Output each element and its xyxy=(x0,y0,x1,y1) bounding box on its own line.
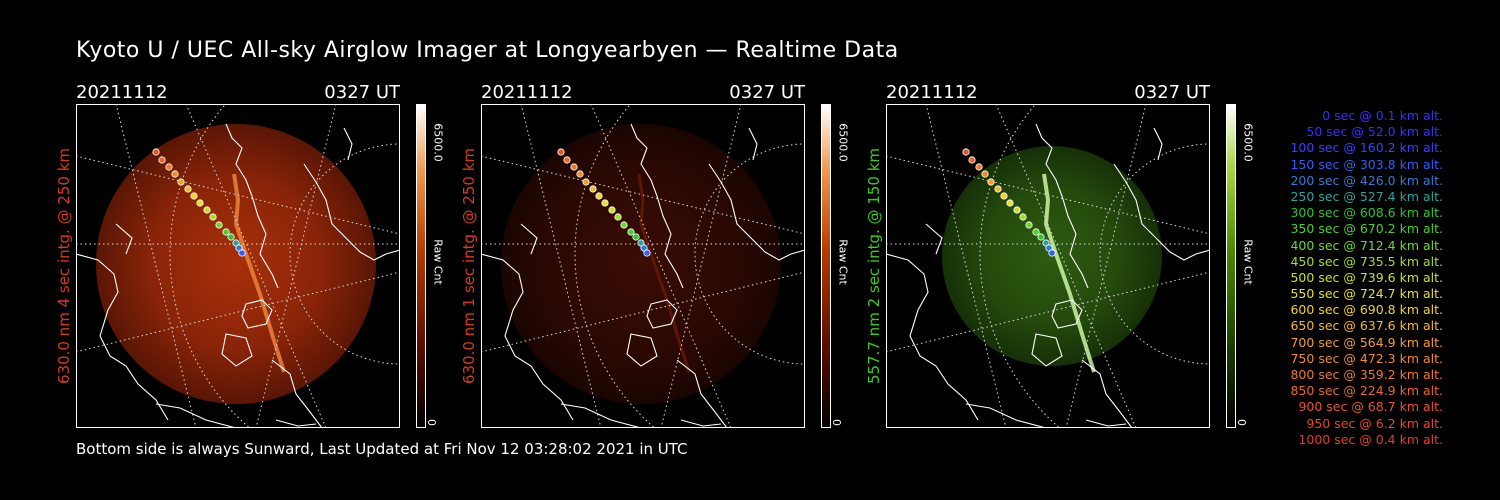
colorbar xyxy=(416,104,426,428)
legend-row: 850 sec @ 224.9 km alt. xyxy=(1290,383,1443,399)
colorbar xyxy=(1226,104,1236,428)
panel-date: 20211112 xyxy=(481,82,573,103)
colorbar-max-label: 6500.0 xyxy=(836,123,850,162)
panel-time: 0327 UT xyxy=(324,82,400,103)
legend-row: 100 sec @ 160.2 km alt. xyxy=(1290,140,1443,156)
legend-row: 750 sec @ 472.3 km alt. xyxy=(1290,350,1443,366)
legend-row: 0 sec @ 0.1 km alt. xyxy=(1322,108,1443,123)
legend-row: 50 sec @ 52.0 km alt. xyxy=(1306,124,1443,140)
allsky-map[interactable] xyxy=(76,104,400,428)
legend-row: 350 sec @ 670.2 km alt. xyxy=(1290,221,1443,237)
legend-row: 600 sec @ 690.8 km alt. xyxy=(1290,302,1443,318)
airglow-panel-557-2s: 20211112 0327 UT 557.7 nm 2 sec intg. @ … xyxy=(865,82,1266,432)
allsky-map[interactable] xyxy=(886,104,1210,428)
legend-row: 950 sec @ 6.2 km alt. xyxy=(1306,415,1443,431)
panel-side-label: 630.0 nm 4 sec intg. @ 250 km xyxy=(55,147,73,385)
colorbar-unit-label: Raw Cnt xyxy=(836,239,850,285)
airglow-panel-630-1s: 20211112 0327 UT 630.0 nm 1 sec intg. @ … xyxy=(460,82,861,432)
panel-date: 20211112 xyxy=(886,82,978,103)
legend-row: 900 sec @ 68.7 km alt. xyxy=(1298,399,1443,415)
panel-side-label: 630.0 nm 1 sec intg. @ 250 km xyxy=(460,147,478,385)
colorbar-max-label: 6500.0 xyxy=(431,123,445,162)
colorbar xyxy=(821,104,831,428)
legend-row: 650 sec @ 637.6 km alt. xyxy=(1290,318,1443,334)
panel-side-label: 557.7 nm 2 sec intg. @ 150 km xyxy=(865,147,883,385)
legend-row: 1000 sec @ 0.4 km alt. xyxy=(1298,431,1443,447)
legend-row: 300 sec @ 608.6 km alt. xyxy=(1290,205,1443,221)
colorbar-unit-label: Raw Cnt xyxy=(431,239,445,285)
legend-row: 550 sec @ 724.7 km alt. xyxy=(1290,286,1443,302)
allsky-map[interactable] xyxy=(481,104,805,428)
panel-time: 0327 UT xyxy=(729,82,805,103)
legend-row: 500 sec @ 739.6 km alt. xyxy=(1290,269,1443,285)
legend-row: 150 sec @ 303.8 km alt. xyxy=(1290,156,1443,172)
colorbar-min-label: 0 xyxy=(830,419,843,426)
page-title: Kyoto U / UEC All-sky Airglow Imager at … xyxy=(76,38,899,63)
satellite-track-legend: 0 sec @ 0.1 km alt. 50 sec @ 52.0 km alt.… xyxy=(1250,108,1443,448)
colorbar-min-label: 0 xyxy=(425,419,438,426)
panel-date: 20211112 xyxy=(76,82,168,103)
footer-note: Bottom side is always Sunward, Last Upda… xyxy=(76,440,688,458)
legend-row: 800 sec @ 359.2 km alt. xyxy=(1290,367,1443,382)
panel-time: 0327 UT xyxy=(1134,82,1210,103)
legend-row: 700 sec @ 564.9 km alt. xyxy=(1290,334,1443,350)
airglow-panel-630-4s: 20211112 0327 UT 630.0 nm 4 sec intg. @ … xyxy=(55,82,456,432)
legend-row: 250 sec @ 527.4 km alt. xyxy=(1290,188,1443,204)
legend-row: 450 sec @ 735.5 km alt. xyxy=(1290,253,1443,269)
legend-row: 200 sec @ 426.0 km alt. xyxy=(1290,172,1443,188)
legend-row: 400 sec @ 712.4 km alt. xyxy=(1290,237,1443,253)
